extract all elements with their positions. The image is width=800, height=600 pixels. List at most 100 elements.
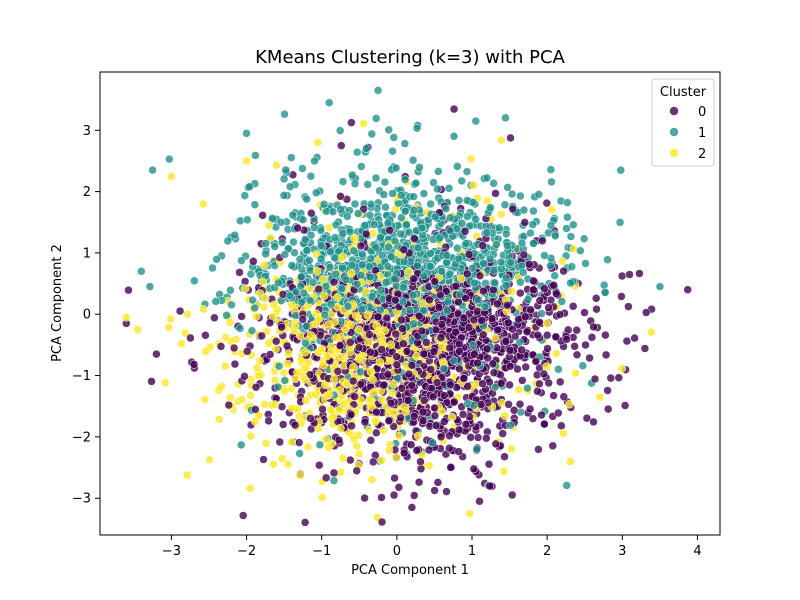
scatter-point-cluster-1 (567, 262, 577, 271)
scatter-point-cluster-2 (283, 359, 293, 369)
scatter-point-cluster-1 (190, 276, 199, 286)
scatter-point-cluster-2 (327, 342, 336, 352)
scatter-point-cluster-0 (469, 464, 479, 474)
scatter-point-cluster-1 (384, 125, 393, 135)
scatter-point-cluster-2 (507, 444, 516, 454)
x-tick-label: 0 (393, 544, 401, 559)
scatter-point-cluster-1 (326, 300, 336, 309)
scatter-point-cluster-1 (373, 86, 383, 95)
scatter-point-cluster-0 (300, 518, 310, 527)
scatter-point-cluster-0 (390, 473, 399, 483)
scatter-point-cluster-2 (198, 304, 208, 314)
scatter-point-cluster-0 (437, 320, 447, 329)
scatter-point-cluster-0 (502, 301, 512, 310)
scatter-point-cluster-0 (446, 463, 455, 472)
scatter-point-cluster-1 (325, 263, 335, 272)
scatter-point-cluster-1 (468, 198, 478, 207)
scatter-point-cluster-1 (310, 156, 319, 166)
scatter-point-cluster-1 (518, 268, 528, 277)
scatter-point-cluster-0 (419, 349, 429, 359)
y-tick-label: −1 (72, 369, 91, 384)
scatter-point-cluster-2 (617, 364, 627, 373)
scatter-point-cluster-0 (518, 376, 527, 385)
scatter-point-cluster-1 (562, 481, 571, 490)
x-axis-ticks: −3 −2 −1 0 1 2 3 4 (162, 535, 702, 559)
scatter-point-cluster-0 (314, 284, 323, 294)
scatter-point-cluster-2 (375, 358, 385, 367)
scatter-point-cluster-0 (436, 432, 446, 442)
scatter-point-cluster-1 (285, 291, 295, 301)
scatter-point-cluster-1 (566, 278, 575, 288)
scatter-point-cluster-0 (282, 341, 292, 351)
scatter-point-cluster-0 (469, 315, 479, 325)
scatter-point-cluster-0 (622, 336, 632, 346)
scatter-point-cluster-1 (566, 232, 576, 241)
scatter-point-cluster-0 (224, 400, 234, 410)
scatter-point-cluster-0 (394, 483, 404, 492)
x-tick-label: −3 (162, 544, 181, 559)
scatter-point-cluster-0 (264, 416, 273, 426)
scatter-point-cluster-1 (350, 179, 360, 189)
scatter-point-cluster-2 (571, 368, 580, 378)
scatter-point-cluster-0 (493, 325, 502, 335)
scatter-point-cluster-2 (300, 347, 310, 357)
scatter-point-cluster-2 (558, 256, 567, 266)
scatter-point-cluster-0 (306, 414, 315, 423)
scatter-point-cluster-1 (330, 253, 340, 263)
scatter-point-cluster-1 (501, 273, 511, 283)
scatter-point-cluster-0 (432, 378, 442, 387)
scatter-point-cluster-1 (529, 239, 538, 248)
scatter-point-cluster-0 (487, 314, 497, 323)
scatter-point-cluster-0 (352, 466, 361, 476)
scatter-point-cluster-0 (124, 285, 133, 295)
scatter-point-cluster-0 (505, 380, 514, 390)
scatter-point-cluster-0 (389, 422, 398, 431)
scatter-point-cluster-1 (316, 241, 326, 250)
scatter-point-cluster-1 (301, 235, 310, 244)
scatter-point-cluster-1 (274, 278, 283, 288)
scatter-point-cluster-1 (398, 297, 408, 306)
scatter-point-cluster-0 (489, 285, 498, 295)
scatter-point-cluster-2 (437, 342, 447, 352)
scatter-point-cluster-1 (305, 256, 314, 265)
scatter-point-cluster-2 (122, 313, 131, 322)
scatter-point-cluster-1 (523, 295, 533, 304)
scatter-point-cluster-1 (261, 239, 271, 248)
scatter-point-cluster-2 (277, 454, 287, 463)
x-tick-label: 4 (693, 544, 701, 559)
scatter-point-cluster-1 (237, 256, 246, 265)
scatter-point-cluster-1 (273, 382, 283, 392)
scatter-point-cluster-1 (148, 165, 157, 175)
scatter-point-cluster-1 (426, 199, 435, 209)
scatter-point-cluster-2 (328, 412, 338, 422)
scatter-point-cluster-0 (517, 345, 527, 355)
scatter-point-cluster-0 (479, 286, 488, 296)
scatter-point-cluster-1 (426, 249, 435, 258)
scatter-point-cluster-1 (433, 184, 442, 194)
scatter-point-cluster-0 (540, 419, 549, 429)
scatter-point-cluster-1 (279, 191, 289, 200)
scatter-point-cluster-0 (431, 421, 441, 430)
scatter-point-cluster-1 (463, 212, 472, 221)
scatter-point-cluster-0 (372, 428, 381, 438)
scatter-point-cluster-1 (280, 250, 290, 259)
scatter-point-cluster-0 (152, 349, 161, 359)
scatter-point-cluster-2 (349, 362, 358, 372)
scatter-point-cluster-0 (347, 421, 356, 431)
scatter-point-cluster-0 (445, 343, 455, 353)
scatter-point-cluster-1 (367, 129, 377, 139)
scatter-point-cluster-1 (409, 192, 418, 201)
scatter-point-cluster-0 (538, 236, 547, 246)
scatter-point-cluster-1 (489, 266, 499, 275)
scatter-point-cluster-2 (394, 431, 404, 441)
scatter-point-cluster-2 (425, 461, 434, 470)
scatter-point-cluster-0 (404, 369, 414, 379)
scatter-point-cluster-0 (483, 353, 492, 363)
scatter-point-cluster-0 (237, 312, 246, 321)
scatter-point-cluster-1 (336, 205, 345, 214)
x-tick-label: −1 (312, 544, 331, 559)
scatter-point-cluster-1 (383, 262, 393, 271)
y-tick-label: 0 (83, 308, 91, 323)
scatter-point-cluster-1 (280, 376, 289, 385)
scatter-point-cluster-0 (321, 473, 331, 483)
